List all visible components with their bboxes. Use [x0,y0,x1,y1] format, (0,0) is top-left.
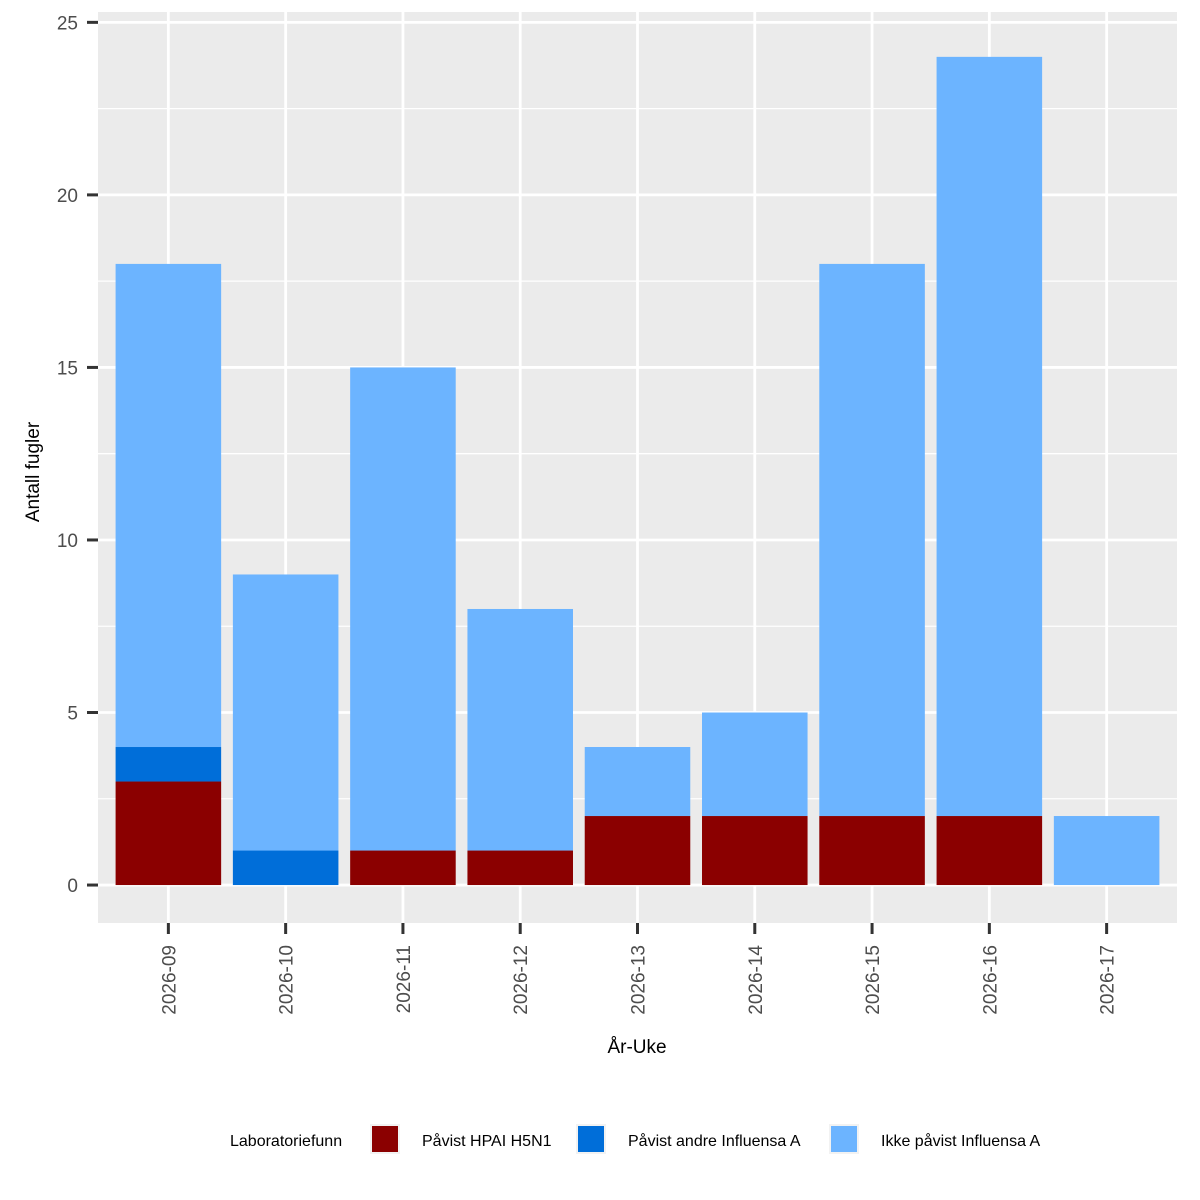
legend-label-2: Ikke påvist Influensa A [881,1132,1041,1150]
x-tick-label: 2026-12 [511,945,532,1015]
bar-2026-16-series-0 [936,816,1043,886]
legend-key-1 [578,1126,604,1152]
bar-2026-13-series-2 [584,747,691,817]
x-tick-label: 2026-13 [629,945,650,1015]
x-tick-label: 2026-14 [746,945,767,1015]
bars [115,56,1160,886]
x-tick-label: 2026-17 [1098,945,1119,1015]
bar-2026-11-series-0 [350,850,456,886]
x-tick-label: 2026-10 [277,945,298,1015]
bar-2026-09-series-1 [115,747,222,782]
y-axis-title: Antall fugler [23,421,44,522]
bar-2026-15-series-2 [819,263,925,817]
bar-2026-09-series-2 [115,263,222,748]
legend-key-0 [372,1126,398,1152]
legend-label-0: Påvist HPAI H5N1 [422,1132,552,1150]
y-axis: 0 5 10 15 20 25 [57,13,98,897]
bar-2026-16-series-2 [936,56,1043,817]
bar-2026-10-series-1 [232,850,339,886]
bar-2026-12-series-0 [467,850,573,886]
y-tick-label: 15 [57,358,78,379]
legend: Laboratoriefunn Påvist HPAI H5N1 Påvist a… [230,1124,1041,1154]
x-axis-title: År-Uke [607,1037,666,1058]
bar-2026-11-series-2 [350,367,456,851]
bar-2026-17-series-2 [1053,816,1160,886]
legend-title: Laboratoriefunn [230,1133,342,1150]
bar-2026-10-series-2 [232,574,339,851]
y-tick-label: 0 [67,876,78,897]
x-tick-label: 2026-11 [394,945,415,1013]
bar-2026-09-series-0 [115,781,222,886]
x-tick-label: 2026-16 [980,945,1001,1015]
legend-key-2 [831,1126,857,1152]
bar-2026-14-series-0 [702,816,808,886]
bar-2026-14-series-2 [702,712,808,817]
bar-2026-15-series-0 [819,816,925,886]
y-tick-label: 20 [57,186,78,207]
legend-label-1: Påvist andre Influensa A [628,1132,801,1150]
x-axis: 2026-09 2026-10 2026-11 2026-12 2026-13 2026-… [159,923,1119,1015]
y-tick-label: 10 [57,531,78,552]
x-tick-label: 2026-15 [863,945,884,1015]
bar-2026-12-series-2 [467,608,573,851]
bar-2026-13-series-0 [584,816,691,886]
y-tick-label: 5 [67,704,78,725]
x-tick-label: 2026-09 [159,945,180,1015]
y-tick-label: 25 [57,13,78,34]
